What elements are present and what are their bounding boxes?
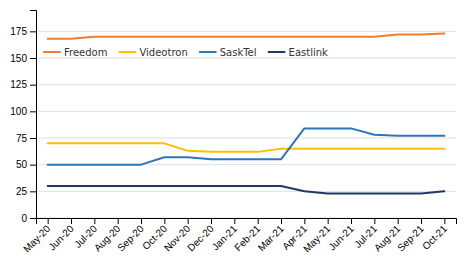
x-tick: Sep-21 xyxy=(395,218,426,254)
y-tick-mark xyxy=(30,218,36,219)
y-tick-mark xyxy=(30,58,36,59)
grid-line xyxy=(36,111,456,112)
legend-label: SaskTel xyxy=(220,47,257,58)
series-line xyxy=(48,128,445,164)
grid-line xyxy=(36,138,456,139)
y-tick-mark xyxy=(30,165,36,166)
series-line xyxy=(48,143,445,152)
legend-item: Videotron xyxy=(119,47,187,58)
grid-line xyxy=(36,191,456,192)
x-tick-mark xyxy=(118,218,119,224)
x-tick-label: Sep-20 xyxy=(115,223,146,254)
y-tick: 150 xyxy=(10,53,36,64)
legend-swatch xyxy=(269,51,285,53)
x-tick-label: May-20 xyxy=(21,223,53,255)
x-tick: Jun-20 xyxy=(46,218,76,252)
y-tick-label: 100 xyxy=(10,106,27,117)
x-tick: Sep-20 xyxy=(115,218,146,254)
x-tick-mark xyxy=(211,218,212,224)
x-tick-mark xyxy=(421,218,422,224)
x-tick: May-20 xyxy=(21,218,53,254)
lines xyxy=(48,33,445,193)
chart: 0 25 50 75 100 125 150 175 May-20Jun-20Jul-20Aug… xyxy=(0,0,468,268)
x-tick-mark xyxy=(94,218,95,224)
x-tick-mark xyxy=(141,218,142,224)
y-tick-label: 50 xyxy=(16,159,28,170)
y-axis: 0 25 50 75 100 125 150 175 xyxy=(10,11,36,224)
legend: Freedom Videotron SaskTel Eastlink xyxy=(44,47,328,58)
y-tick: 100 xyxy=(10,106,36,117)
y-tick-mark xyxy=(30,31,36,32)
x-tick: Jun-21 xyxy=(326,218,356,252)
x-tick-mark xyxy=(281,218,282,224)
x-tick-label: Oct-21 xyxy=(420,223,449,252)
y-tick: 75 xyxy=(16,133,36,144)
x-tick-label: Sep-21 xyxy=(395,223,426,254)
y-tick: 0 xyxy=(21,213,36,224)
x-tick-mark xyxy=(48,218,49,224)
legend-swatch xyxy=(200,51,216,53)
legend-label: Eastlink xyxy=(289,47,328,58)
grid xyxy=(36,31,456,218)
x-tick-mark xyxy=(234,218,235,224)
y-tick-mark xyxy=(30,85,36,86)
x-tick-mark xyxy=(188,218,189,224)
legend-item: Freedom xyxy=(44,47,107,58)
y-tick: 50 xyxy=(16,159,36,170)
y-tick-mark xyxy=(30,138,36,139)
series-line xyxy=(48,186,445,193)
y-tick-label: 150 xyxy=(10,53,27,64)
x-tick-mark xyxy=(374,218,375,224)
y-tick-mark xyxy=(30,111,36,112)
x-tick-mark xyxy=(351,218,352,224)
legend-swatch xyxy=(119,51,135,53)
x-tick-label: Mar-21 xyxy=(256,223,286,253)
y-tick-label: 0 xyxy=(21,213,27,224)
x-tick: Dec-20 xyxy=(185,218,216,254)
y-tick-label: 75 xyxy=(16,133,28,144)
x-tick-mark xyxy=(71,218,72,224)
y-tick-label: 25 xyxy=(16,186,28,197)
x-tick-label: May-21 xyxy=(301,223,333,255)
x-tick: May-21 xyxy=(301,218,333,254)
legend-label: Freedom xyxy=(64,47,107,58)
legend-item: Eastlink xyxy=(269,47,328,58)
legend-label: Videotron xyxy=(139,47,187,58)
y-tick: 125 xyxy=(10,79,36,90)
x-tick-label: Jun-20 xyxy=(46,223,76,253)
x-tick-mark xyxy=(258,218,259,224)
x-tick: Mar-21 xyxy=(256,218,286,253)
x-tick-mark xyxy=(444,218,445,224)
y-axis-line xyxy=(30,11,37,219)
y-tick-label: 175 xyxy=(10,26,27,37)
grid-line xyxy=(36,58,456,59)
x-tick-mark xyxy=(398,218,399,224)
grid-line xyxy=(36,31,456,32)
x-tick-label: Jun-21 xyxy=(326,223,356,253)
x-tick-mark xyxy=(304,218,305,224)
series-line xyxy=(48,33,445,38)
y-tick-label: 125 xyxy=(10,79,27,90)
legend-item: SaskTel xyxy=(200,47,257,58)
y-tick-mark xyxy=(30,191,36,192)
legend-swatch xyxy=(44,51,60,53)
plot: 0 25 50 75 100 125 150 175 May-20Jun-20Jul-20Aug… xyxy=(10,11,456,255)
y-tick: 175 xyxy=(10,26,36,37)
x-tick-label: Dec-20 xyxy=(185,223,216,254)
x-tick-mark xyxy=(328,218,329,224)
x-axis: May-20Jun-20Jul-20Aug-20Sep-20Oct-20Nov-… xyxy=(21,218,456,254)
x-tick-mark xyxy=(164,218,165,224)
x-tick: Oct-21 xyxy=(420,218,449,252)
y-tick: 25 xyxy=(16,186,36,197)
grid-line xyxy=(36,84,456,85)
